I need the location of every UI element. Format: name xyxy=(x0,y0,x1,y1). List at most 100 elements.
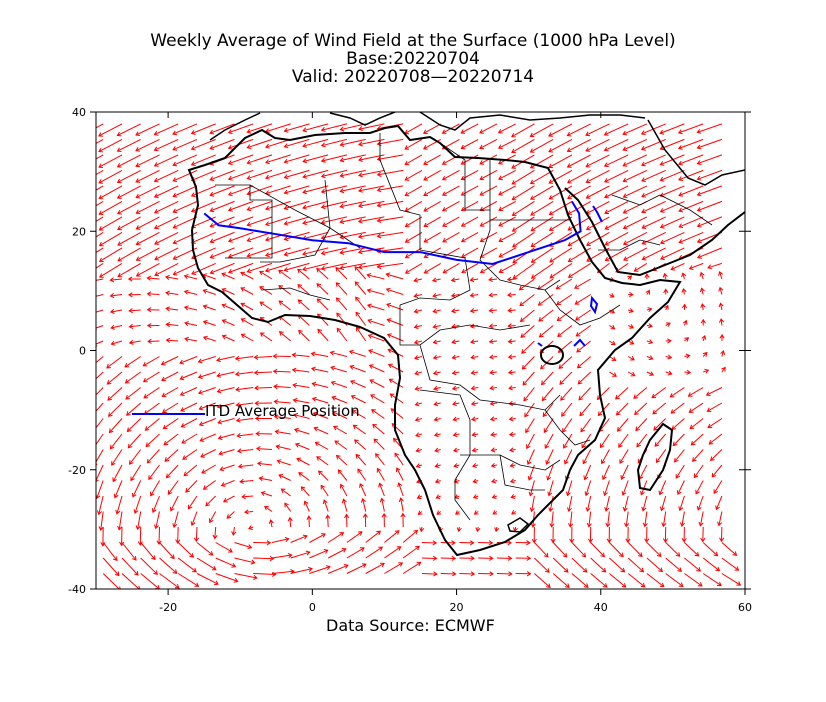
wind-vector xyxy=(586,231,610,246)
wind-vector-head xyxy=(146,322,152,329)
wind-vector-head xyxy=(92,278,96,282)
wind-vector-head xyxy=(318,470,323,476)
wind-vector xyxy=(510,449,516,451)
wind-vector xyxy=(604,200,629,214)
wind-vector xyxy=(265,216,291,226)
wind-vector-head xyxy=(603,146,609,152)
wind-vector xyxy=(214,526,217,539)
wind-vector xyxy=(381,498,385,512)
wind-vector xyxy=(556,278,573,290)
wind-vector xyxy=(260,332,273,342)
wind-vector xyxy=(279,316,292,326)
wind-vector xyxy=(155,511,160,529)
wind-vector xyxy=(615,387,629,400)
wind-vector-head xyxy=(89,381,93,385)
y-tick-label: 0 xyxy=(79,345,86,358)
wind-vector-head xyxy=(133,509,139,514)
wind-vector xyxy=(330,366,348,373)
wind-vector xyxy=(236,418,254,422)
wind-vector xyxy=(236,387,254,391)
wind-vector-head xyxy=(110,324,116,330)
wind-vector xyxy=(311,368,329,373)
wind-vector xyxy=(265,200,291,210)
wind-vector-head xyxy=(521,364,527,370)
wind-vector-head xyxy=(313,426,319,432)
wind-vector-head xyxy=(583,475,589,481)
wind-vector-head xyxy=(291,352,297,358)
wind-vector-head xyxy=(172,177,178,182)
wind-vector-head xyxy=(96,297,97,299)
wind-vector xyxy=(302,154,329,163)
wind-vector xyxy=(622,154,648,167)
wind-vector xyxy=(217,402,235,408)
wind-vector xyxy=(218,433,235,439)
itd-fragment-ethiopia xyxy=(589,295,599,315)
wind-vector-head xyxy=(181,439,187,444)
wind-vector-head xyxy=(413,324,419,330)
wind-vector-head xyxy=(710,456,715,462)
wind-vector-head xyxy=(202,485,208,490)
wind-vector-head xyxy=(278,300,284,305)
wind-vector xyxy=(143,356,160,367)
wind-vector-head xyxy=(715,566,721,572)
wind-vector xyxy=(689,402,704,413)
wind-vector-head xyxy=(316,283,322,288)
wind-vector-head xyxy=(711,472,717,478)
wind-vector-head xyxy=(114,571,120,577)
wind-vector-head xyxy=(656,552,662,557)
wind-vector-head xyxy=(488,339,494,345)
wind-vector-head xyxy=(357,187,363,193)
wind-vector-head xyxy=(713,551,719,557)
wind-vector-head xyxy=(451,339,457,345)
wind-vector xyxy=(507,294,516,296)
wind-vector-head xyxy=(259,270,264,276)
wind-vector-head xyxy=(209,223,215,228)
wind-vector xyxy=(384,562,403,574)
wind-vector-head xyxy=(618,443,623,448)
wind-vector-head xyxy=(235,386,241,392)
wind-vector-head xyxy=(566,178,572,184)
wind-vector xyxy=(377,138,404,145)
wind-vector-head xyxy=(575,332,581,337)
wind-vector-head xyxy=(471,432,477,438)
wind-vector-head xyxy=(387,348,393,354)
wind-vector xyxy=(191,262,216,275)
wind-vector-head xyxy=(398,497,404,503)
wind-vector-head xyxy=(302,127,308,133)
wind-vector-head xyxy=(636,442,641,448)
wind-vector-head xyxy=(609,293,615,298)
wind-vector-head xyxy=(200,453,205,458)
wind-vector-head xyxy=(211,565,217,571)
wind-vector-head xyxy=(696,567,702,572)
wind-vector-head xyxy=(460,191,466,196)
wind-vector-head xyxy=(523,396,528,402)
wind-vector-head xyxy=(325,565,331,571)
wind-vector-head xyxy=(227,175,233,181)
wind-vector-head xyxy=(330,365,336,371)
wind-vector-head xyxy=(350,380,355,385)
wind-vector-head xyxy=(601,459,606,465)
wind-vector-head xyxy=(367,303,372,309)
wind-vector-head xyxy=(615,410,621,416)
wind-vector xyxy=(377,185,404,191)
wind-vector xyxy=(110,278,123,281)
wind-vector xyxy=(247,200,273,211)
wind-vector-head xyxy=(216,372,222,378)
wind-vector xyxy=(96,340,104,345)
wind-vector xyxy=(217,371,235,377)
wind-vector xyxy=(253,573,276,575)
wind-vector-head xyxy=(268,519,274,524)
wind-vector xyxy=(557,309,573,321)
wind-vector xyxy=(302,231,329,240)
wind-vector xyxy=(684,573,703,587)
wind-vector-head xyxy=(89,365,93,369)
wind-vector xyxy=(640,480,648,495)
wind-vector xyxy=(622,138,648,151)
wind-vector xyxy=(624,495,629,511)
wind-vector xyxy=(623,231,648,245)
wind-vector xyxy=(479,138,498,149)
wind-vector-head xyxy=(244,509,249,515)
wind-vector-head xyxy=(599,443,605,449)
wind-vector-head xyxy=(414,385,420,391)
wind-vector xyxy=(472,433,479,436)
